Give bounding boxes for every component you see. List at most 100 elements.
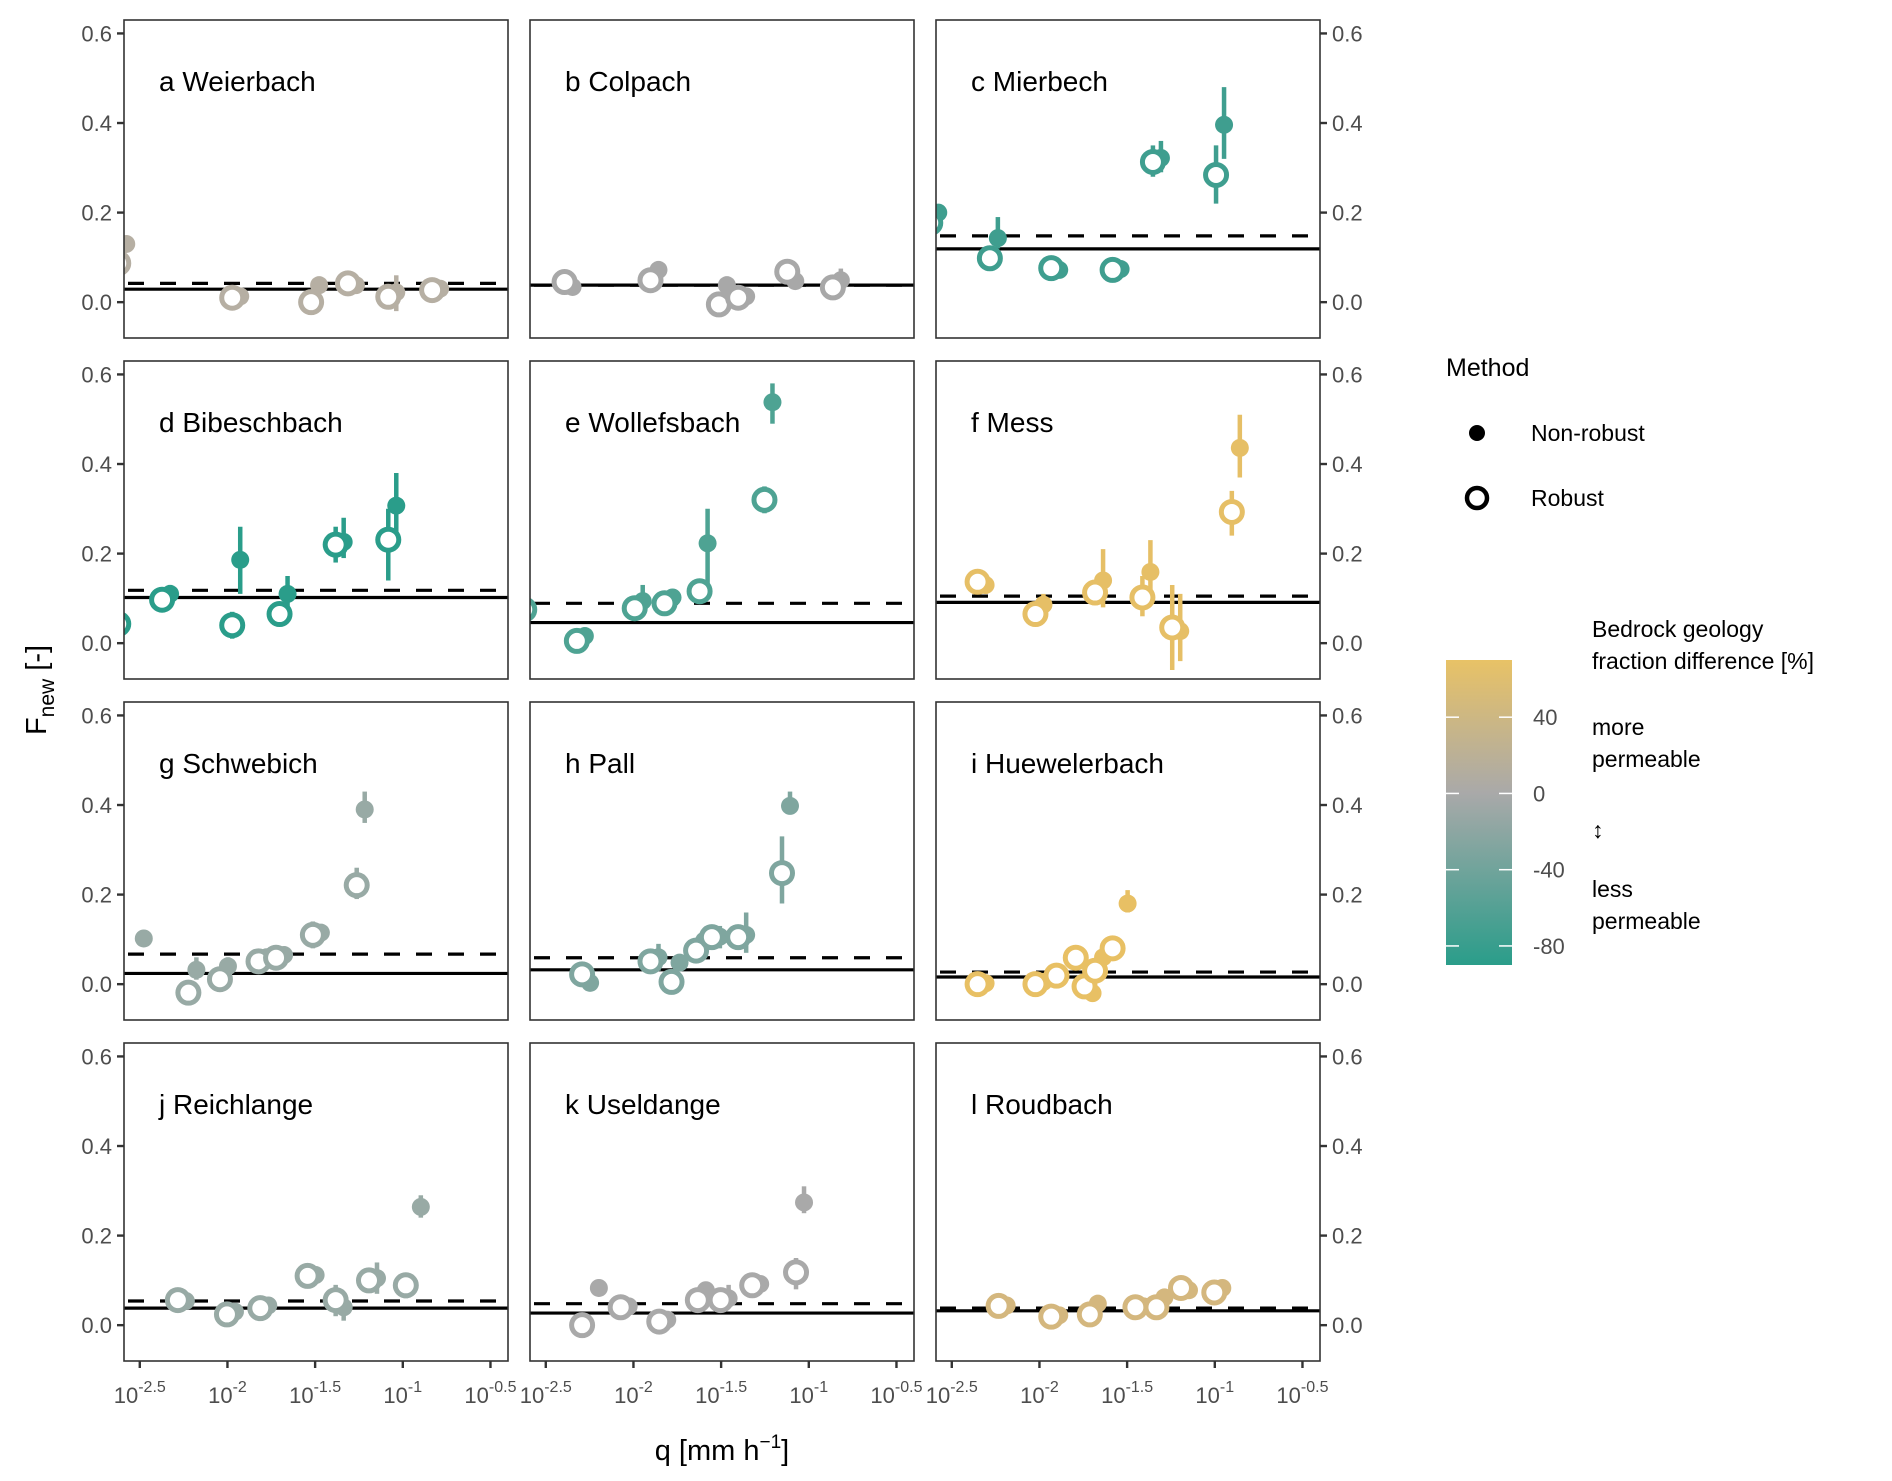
- y-axis-title-sub: new: [36, 678, 59, 717]
- point-robust: [651, 590, 678, 617]
- point-nonrobust: [411, 1197, 430, 1216]
- point-robust: [124, 251, 132, 275]
- point-robust: [686, 578, 713, 605]
- point-nonrobust: [231, 550, 250, 569]
- y-tick-label: 0.2: [1332, 1224, 1363, 1249]
- panel-title: d Bibeschbach: [159, 407, 343, 438]
- point-robust: [322, 1287, 349, 1314]
- point-robust: [976, 245, 1003, 272]
- colorbar-tick-label: 0: [1533, 781, 1545, 806]
- panel-plot-area: [530, 1186, 914, 1339]
- x-tick-label-base: 10: [1020, 1383, 1044, 1408]
- x-tick-label: 10-2.5: [520, 1379, 572, 1408]
- point-robust: [1082, 957, 1109, 984]
- point-robust: [294, 1262, 321, 1289]
- colorbar-tick-label: -40: [1533, 858, 1565, 883]
- y-tick-label: 0.2: [81, 201, 112, 226]
- y-axis-title: Fnew [-]: [21, 645, 59, 735]
- legend-nonrobust-label: Non-robust: [1531, 420, 1645, 446]
- point-robust: [707, 1287, 734, 1314]
- y-tick-label: 0.0: [81, 972, 112, 997]
- point-robust: [646, 1308, 673, 1335]
- point-robust: [1043, 962, 1070, 989]
- x-tick-label-exponent: -2: [639, 1379, 653, 1396]
- point-nonrobust: [124, 234, 136, 253]
- point-nonrobust: [1118, 894, 1137, 913]
- panel-title: i Huewelerbach: [971, 748, 1164, 779]
- panel-f: f Mess 0.0 0.2 0.4 0.6: [935, 360, 1363, 680]
- x-tick-label-exponent: -2.5: [138, 1379, 166, 1396]
- point-robust: [683, 937, 710, 964]
- x-tick-label-base: 10: [1195, 1383, 1219, 1408]
- point-nonrobust: [387, 496, 406, 515]
- x-tick-label-base: 10: [520, 1383, 544, 1408]
- point-robust: [206, 966, 233, 993]
- x-tick-label: 10-0.5: [464, 1379, 516, 1408]
- point-robust: [149, 586, 176, 613]
- y-tick-label: 0.2: [81, 1224, 112, 1249]
- point-robust: [1076, 1301, 1103, 1328]
- x-tick-label: 10-1.5: [1101, 1379, 1153, 1408]
- panel-plot-area: [530, 383, 914, 654]
- point-nonrobust: [795, 1193, 814, 1212]
- y-tick-label: 0.0: [81, 631, 112, 656]
- point-robust: [1159, 614, 1186, 641]
- x-tick-label: 10-1: [1195, 1379, 1234, 1408]
- point-robust: [569, 1312, 596, 1339]
- y-tick-label: 0.2: [81, 883, 112, 908]
- colorbar: [1446, 660, 1512, 965]
- point-robust: [1201, 1279, 1228, 1306]
- point-robust: [607, 1294, 634, 1321]
- point-robust: [739, 1272, 766, 1299]
- point-nonrobust: [278, 584, 297, 603]
- point-robust: [263, 944, 290, 971]
- x-tick-label: 10-2.5: [926, 1379, 978, 1408]
- point-nonrobust: [698, 534, 717, 553]
- panel-title: e Wollefsbach: [565, 407, 740, 438]
- x-tick-label: 10-1: [789, 1379, 828, 1408]
- point-nonrobust: [1141, 562, 1160, 581]
- x-tick-label-base: 10: [614, 1383, 638, 1408]
- point-robust: [343, 872, 370, 899]
- point-nonrobust: [781, 796, 799, 815]
- point-robust: [530, 597, 538, 622]
- panel-plot-area: [530, 791, 914, 995]
- y-tick-label: 0.4: [1332, 452, 1363, 477]
- x-tick-label: 10-2.5: [114, 1379, 166, 1408]
- y-tick-label: 0.4: [81, 111, 112, 136]
- x-tick-label-exponent: -2: [1045, 1379, 1059, 1396]
- panel-title: j Reichlange: [158, 1089, 313, 1120]
- point-nonrobust: [1230, 438, 1249, 457]
- panel-border: [529, 701, 915, 1021]
- panel-plot-area: [124, 234, 508, 316]
- y-tick-label: 0.6: [81, 362, 112, 387]
- panel-plot-area: [124, 472, 508, 639]
- point-robust: [1139, 148, 1166, 175]
- point-robust: [334, 270, 361, 297]
- colorbar-arrow-icon: ↕: [1592, 817, 1604, 843]
- y-tick-label: 0.4: [1332, 793, 1363, 818]
- panel-border: [529, 19, 915, 339]
- y-axis-title-suffix: [-]: [21, 645, 53, 679]
- point-robust: [1203, 161, 1230, 188]
- point-robust: [219, 284, 246, 311]
- panel-plot-area: [530, 258, 914, 318]
- point-robust: [658, 968, 685, 995]
- point-robust: [964, 568, 991, 595]
- panel-border: [123, 19, 509, 339]
- point-robust: [375, 283, 402, 310]
- panel-border: [123, 360, 509, 680]
- legend-nonrobust-symbol: [1469, 425, 1485, 441]
- point-robust: [637, 948, 664, 975]
- panel-title: b Colpach: [565, 66, 691, 97]
- panel-background: [530, 702, 914, 1020]
- panel-border: [123, 701, 509, 1021]
- x-tick-label: 10-2: [1020, 1379, 1059, 1408]
- point-robust: [563, 627, 590, 654]
- x-tick-label-exponent: -0.5: [1301, 1379, 1329, 1396]
- point-robust: [551, 269, 578, 296]
- colorbar-tick-label: 40: [1533, 705, 1557, 730]
- point-robust: [819, 274, 846, 301]
- panel-g: g Schwebich 0.0 0.2 0.4 0.6: [81, 701, 509, 1021]
